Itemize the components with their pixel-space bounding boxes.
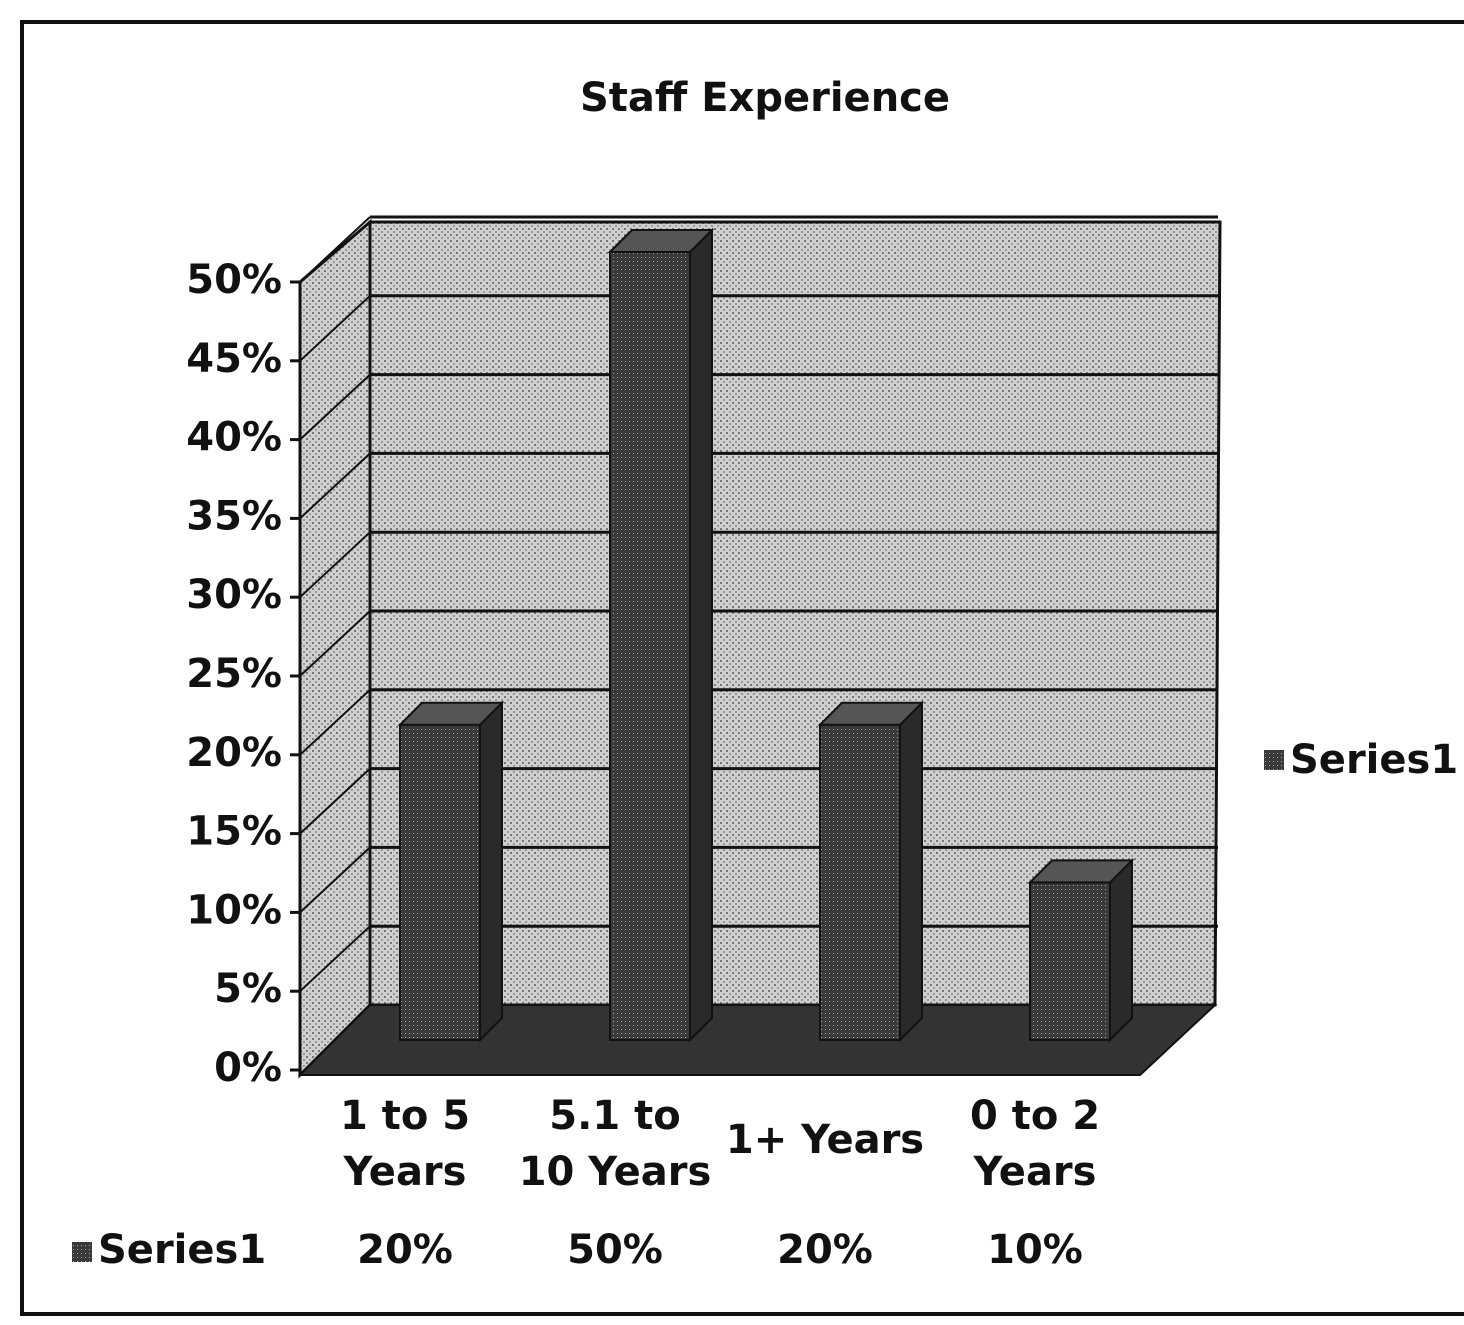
grid-line	[299, 767, 371, 835]
x-tick-label: 1 to 5 Years	[339, 1093, 471, 1195]
bar-front	[609, 251, 691, 1041]
y-tick-label: 45%	[186, 336, 282, 382]
bar-top	[607, 229, 715, 253]
grid-line	[299, 373, 371, 441]
legend-label: Series1	[1290, 737, 1458, 783]
floor	[297, 1004, 1218, 1076]
grid-line	[299, 689, 371, 756]
data-table-value: 10%	[987, 1227, 1083, 1273]
bar	[397, 700, 505, 1043]
y-tick-label: 25%	[186, 651, 282, 697]
grid-line	[299, 452, 371, 520]
grid-line	[299, 531, 371, 598]
bar-side	[479, 700, 503, 1043]
y-tick-label: 5%	[214, 966, 282, 1012]
grid-line	[299, 295, 371, 362]
bar-front	[1029, 881, 1111, 1041]
chart-title: Staff Experience	[580, 75, 950, 121]
data-table-value: 20%	[777, 1227, 873, 1273]
grid-line	[299, 846, 371, 914]
legend-swatch	[72, 1242, 92, 1262]
x-tick-label: 5.1 to 10 Years	[518, 1093, 712, 1195]
bar	[817, 700, 925, 1043]
x-tick-label: 0 to 2 Years	[969, 1093, 1101, 1195]
bar-front	[399, 723, 481, 1041]
grid-line	[299, 610, 371, 677]
y-tick-label: 40%	[186, 415, 282, 461]
grid-line	[299, 925, 371, 992]
bar-top	[817, 701, 925, 726]
legend-swatch	[1264, 750, 1284, 770]
bar-top	[1027, 859, 1135, 884]
bar-top	[397, 701, 505, 726]
chart-border	[20, 20, 1464, 1316]
y-tick-label: 50%	[186, 257, 282, 303]
bar	[607, 227, 715, 1043]
data-table-series: Series1	[98, 1227, 266, 1273]
data-table-value: 50%	[567, 1227, 663, 1273]
y-tick-label: 30%	[186, 572, 282, 618]
grid-line	[299, 216, 371, 283]
y-tick-label: 15%	[186, 809, 282, 855]
y-tick-label: 0%	[214, 1045, 282, 1091]
x-tick-label: 1+ Years	[725, 1117, 925, 1163]
data-table-value: 20%	[357, 1227, 453, 1273]
bar-side	[1109, 857, 1133, 1043]
y-tick-label: 20%	[186, 730, 282, 776]
bar-side	[899, 700, 923, 1043]
y-tick-label: 35%	[186, 493, 282, 539]
y-tick-label: 10%	[186, 887, 282, 933]
bar-front	[819, 723, 901, 1041]
bar	[1027, 857, 1135, 1043]
bar-side	[689, 227, 713, 1043]
